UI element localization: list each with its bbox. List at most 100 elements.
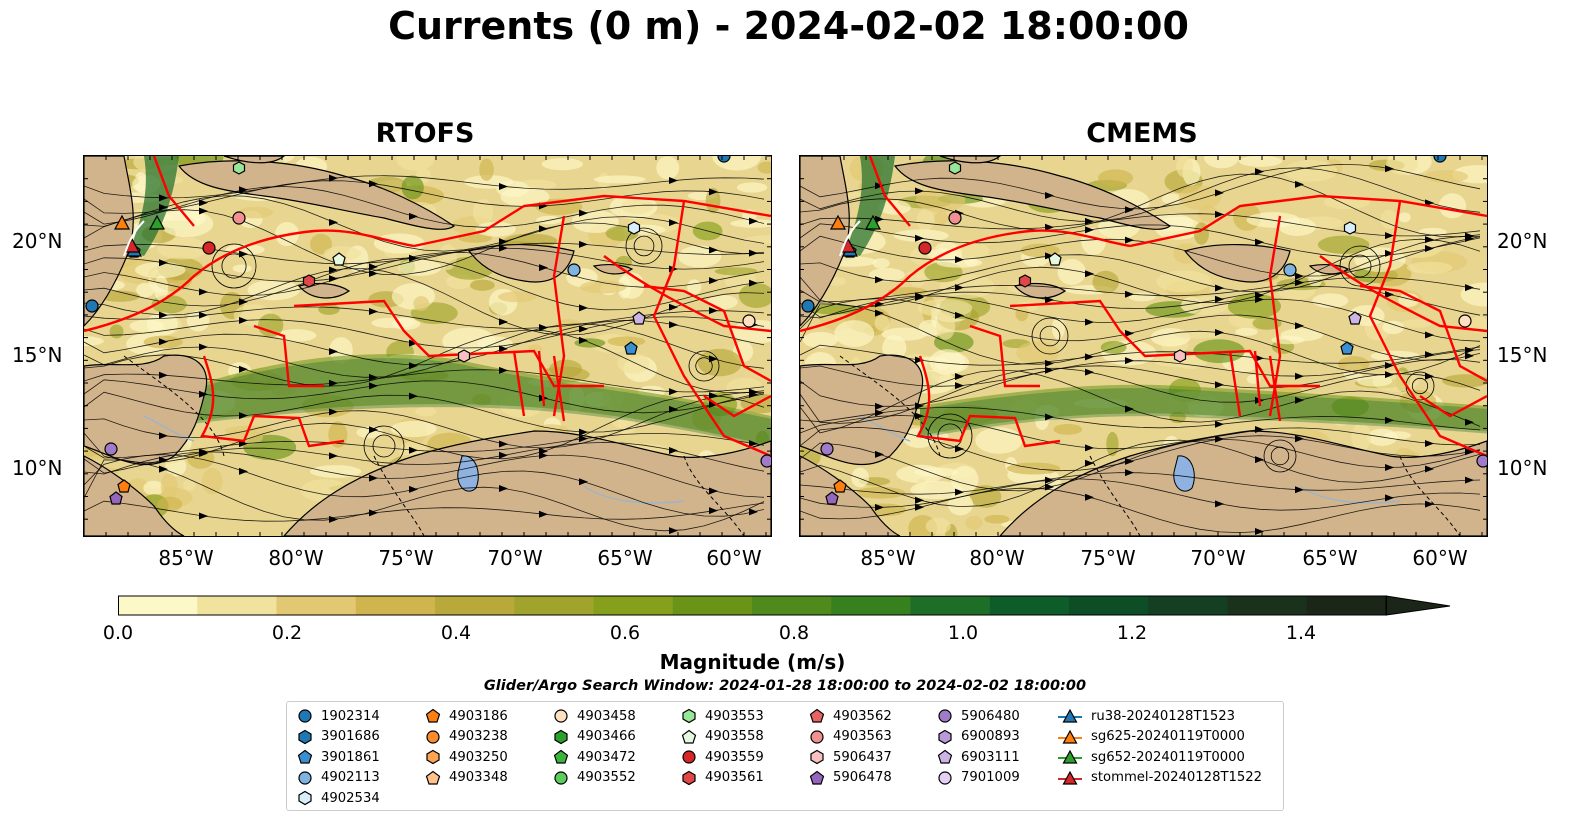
figure-title: Currents (0 m) - 2024-02-02 18:00:00 [388,4,1189,48]
pentagon-marker-icon [937,750,953,764]
colorbar-segment [276,596,357,615]
hexagon-marker-icon [810,750,824,765]
lat-label-10n-right: 10°N [1497,456,1548,480]
legend-item-label: 4903559 [705,749,764,765]
lon-label-75w: 75°W [378,546,434,570]
glider-marker [864,214,882,230]
legend-item: 4903562 [809,706,892,727]
legend-item: sg625-20240119T0000 [1057,727,1262,748]
boundary-line [703,394,771,418]
streamline [84,195,765,252]
lat-label-15n-right: 15°N [1497,343,1548,367]
colorbar-segment [197,596,277,615]
legend-item: 4903466 [553,727,636,748]
legend-column: 4903186 4903238 4903250 4903348 [425,706,508,788]
legend-item-label: 4903562 [833,708,892,724]
streamline [800,358,1481,407]
legend-item: 4903559 [681,747,764,768]
legend-item-label: 6900893 [961,729,1020,745]
streamline [84,319,765,366]
streamline [84,247,765,282]
lon-label-85w: 85°W [158,546,214,570]
float-marker [627,221,641,235]
streamline [84,175,765,199]
streamline [800,163,1481,210]
legend-item: 4903553 [681,706,764,727]
hexagon-marker-icon [298,729,312,744]
float-marker [820,442,834,456]
float-marker [1348,311,1362,325]
streamline [800,213,1481,237]
legend-item-label: 4902113 [321,770,380,786]
legend-item: 6900893 [937,727,1020,748]
hexagon-marker-icon [682,709,696,724]
streamline [84,441,765,474]
legend-item: 4903186 [425,706,508,727]
legend-item: 1902314 [297,706,380,727]
pentagon-marker-icon [553,750,569,764]
colorbar-tick: 1.0 [947,622,979,644]
streamline [84,500,765,522]
lon-label-65w: 65°W [1302,546,1358,570]
streamline [800,415,1481,450]
legend-column: 4903458 4903466 4903472 4903552 [553,706,636,788]
float-marker [109,491,123,505]
boundary-line [1009,299,1320,388]
triangle-line-marker-icon [1058,708,1082,723]
float-marker [85,299,99,313]
legend-item: sg652-20240119T0000 [1057,747,1262,768]
legend-item: 4902113 [297,768,380,789]
colorbar-segment [831,596,911,615]
legend-item: 4902534 [297,788,380,809]
colorbar-segment [1306,596,1387,615]
lon-label-80w: 80°W [268,546,324,570]
legend-item-label: 4902534 [321,790,380,806]
float-marker [1048,252,1062,266]
boundary-line [1129,194,1487,248]
circle-marker-icon [298,771,312,785]
colorbar-segment [989,596,1070,615]
legend-item-label: ru38-20240128T1523 [1091,708,1236,724]
hexagon-marker-icon [554,729,568,744]
circle-marker-icon [554,709,568,723]
boundary-line [512,350,566,422]
lon-label-85w: 85°W [860,546,916,570]
legend-item: 5906478 [809,768,892,789]
colorbar-label: Magnitude (m/s) [659,650,846,674]
pentagon-marker-icon [681,729,697,744]
colorbar-segment [752,596,832,615]
glider-marker [148,214,166,230]
circle-marker-icon [938,709,952,723]
circle-marker-icon [554,771,568,785]
legend-item: 7901009 [937,768,1020,789]
float-marker [825,491,839,505]
streamline [84,392,765,449]
panel-title-cmems: CMEMS [1086,118,1198,149]
streamline [800,438,1481,492]
legend-item: 4903561 [681,768,764,789]
streamline [84,451,765,498]
legend-item: 4903348 [425,768,508,789]
legend-item: stommel-20240128T1522 [1057,768,1262,789]
boundary-line [1359,284,1487,383]
boundary-line [253,324,324,388]
legend-item: 4903238 [425,727,508,748]
float-marker [1173,349,1187,363]
streamline [800,298,1481,361]
streamline [800,406,1481,431]
boundary-line [916,355,1061,448]
boundary-line [643,284,771,383]
colorbar-segment [1069,596,1149,615]
streamline [800,472,1481,495]
legend-item-label: 4903561 [705,770,764,786]
lat-label-20n-right: 20°N [1497,229,1548,253]
pentagon-marker-icon [425,770,441,785]
legend-item: 4903250 [425,747,508,768]
streamline [84,433,765,459]
colorbar-segment [435,596,515,615]
lat-label-15n-left: 15°N [12,343,63,367]
float-marker [104,442,118,456]
float-marker [632,311,646,325]
colorbar-segment [1227,596,1308,615]
legend-column: 4903553 4903558 4903559 4903561 [681,706,764,788]
